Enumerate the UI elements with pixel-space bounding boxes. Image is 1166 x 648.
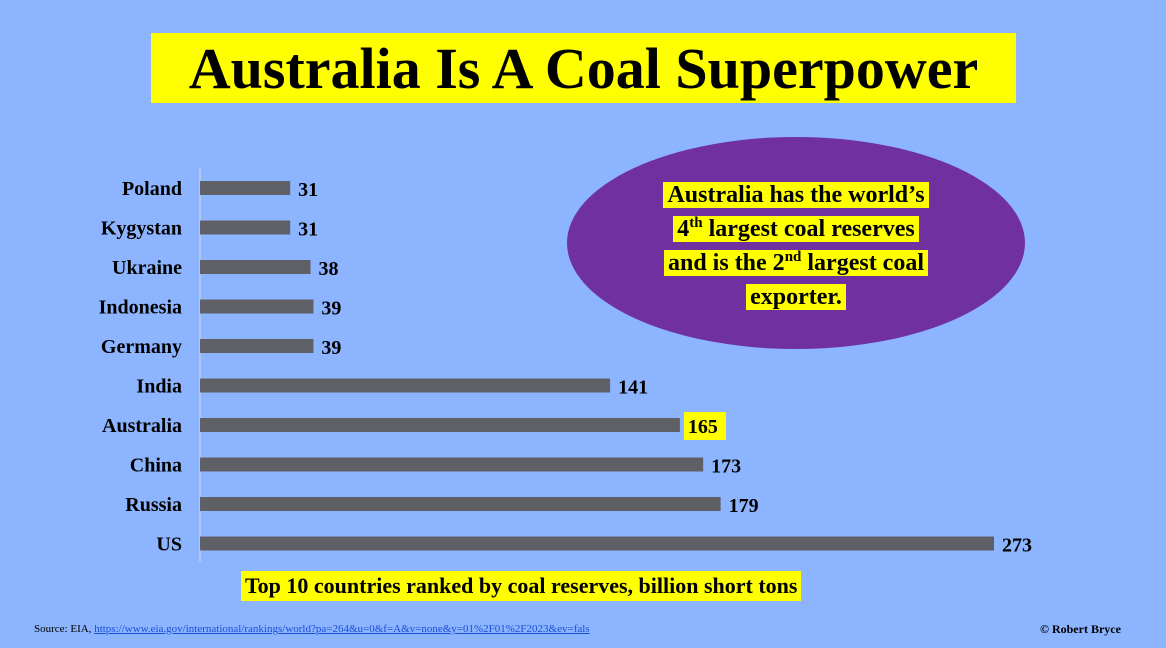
bar [200,181,291,195]
bar [200,299,314,314]
bar [200,418,680,432]
category-label: US [156,534,182,556]
category-label: Ukraine [112,257,182,279]
callout-line-2: 4th largest coal reserves [673,216,919,242]
title-banner: Australia Is A Coal Superpower [151,33,1016,103]
bar [200,260,311,274]
value-label: 179 [729,495,759,517]
bar [200,220,291,235]
source-link[interactable]: https://www.eia.gov/international/rankin… [94,623,590,635]
value-label: 39 [321,337,341,359]
page-title: Australia Is A Coal Superpower [188,35,979,101]
callout-text: Australia has the world’s 4th largest co… [600,178,992,314]
category-label: Kygystan [101,218,182,240]
value-label: 39 [321,298,341,320]
source-note: Source: EIA, https://www.eia.gov/interna… [34,623,590,635]
source-prefix: Source: EIA, [34,623,95,635]
bar [200,339,314,353]
value-label: 141 [618,377,648,399]
category-label: Poland [122,178,182,200]
category-label: China [130,455,182,477]
bar [200,497,721,511]
category-label: India [136,376,182,398]
value-label-highlight [683,412,726,440]
chart-caption: Top 10 countries ranked by coal reserves… [241,571,802,601]
category-label: Russia [125,494,182,516]
value-label: 38 [319,258,339,280]
value-label: 273 [1002,535,1032,557]
credit-text: © Robert Bryce [1040,622,1121,636]
callout-line-1: Australia has the world’s [663,182,929,208]
value-label: 173 [711,456,741,478]
callout-line-4: exporter. [746,284,846,310]
bar [200,457,704,472]
bar [200,536,994,551]
value-label: 31 [298,179,318,201]
category-label: Indonesia [99,297,182,319]
category-label: Australia [102,415,182,437]
callout-line-3: and is the 2nd largest coal [663,250,928,276]
value-label: 31 [298,219,318,241]
value-label: 165 [688,416,718,438]
bar [200,378,611,393]
category-label: Germany [101,336,182,358]
